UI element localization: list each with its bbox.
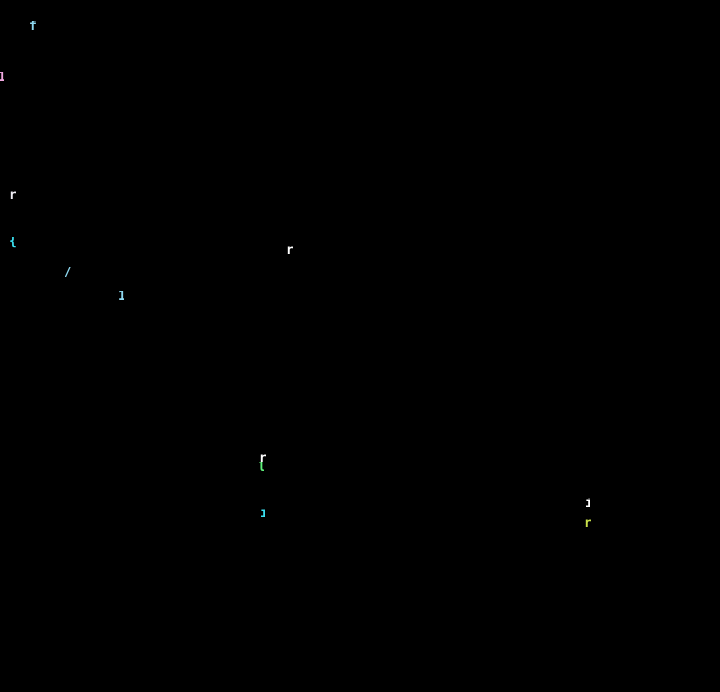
glyph-fragment-8-text: r bbox=[260, 453, 266, 463]
glyph-fragment-3: r bbox=[10, 190, 16, 201]
glyph-fragment-3-text: r bbox=[10, 190, 16, 201]
glyph-fragment-2-text: 1 bbox=[0, 72, 4, 84]
glyph-fragment-8: r bbox=[260, 453, 266, 463]
glyph-fragment-11-text: i bbox=[586, 498, 590, 507]
glyph-fragment-6-text: 1 bbox=[119, 291, 124, 302]
glyph-fragment-5: / bbox=[65, 267, 71, 279]
glyph-fragment-5-text: / bbox=[65, 267, 71, 279]
glyph-fragment-1-text: f bbox=[30, 21, 36, 34]
glyph-fragment-7: r bbox=[287, 245, 293, 257]
glyph-fragment-4: { bbox=[10, 237, 17, 253]
glyph-fragment-10: i bbox=[261, 509, 265, 517]
glyph-fragment-9-text: l bbox=[259, 462, 264, 474]
glyph-fragment-7-text: r bbox=[287, 245, 293, 257]
glyph-fragment-9: l bbox=[259, 462, 264, 474]
glyph-fragment-1: f bbox=[30, 21, 36, 34]
glyph-fragment-4-text: { bbox=[10, 237, 17, 248]
glyph-fragment-11: i bbox=[586, 498, 590, 507]
glyph-fragment-2: 1 bbox=[0, 72, 4, 84]
glyph-fragment-12-text: r bbox=[585, 518, 591, 528]
glyph-fragment-10-text: i bbox=[261, 509, 265, 517]
glyph-fragment-6: 1 bbox=[119, 291, 124, 302]
glyph-fragment-12: r bbox=[585, 518, 591, 528]
